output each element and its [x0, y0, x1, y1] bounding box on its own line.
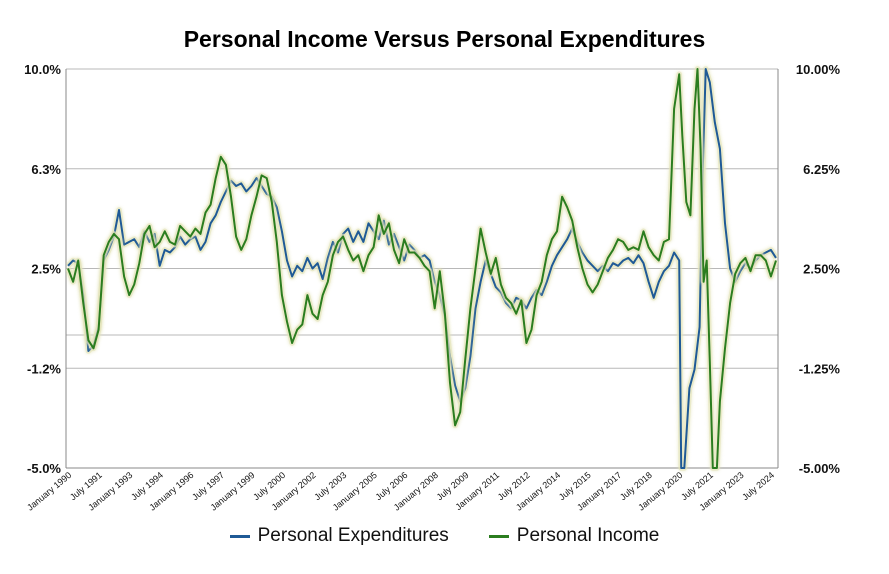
legend-label: Personal Expenditures	[257, 525, 449, 546]
legend: Personal Expenditures Personal Income	[0, 525, 889, 547]
right-axis-tick-label: 2.50%	[803, 262, 840, 277]
left-axis-tick-label: -5.0%	[27, 461, 61, 476]
left-axis-tick-label: 2.5%	[31, 262, 61, 277]
right-axis-tick-label: 6.25%	[803, 162, 840, 177]
x-axis-tick-label: January 1990	[25, 470, 73, 513]
series-line-personal-income	[67, 68, 777, 469]
series-line-personal-expenditures	[67, 68, 777, 469]
right-axis-tick-label: -5.00%	[799, 461, 841, 476]
legend-swatch	[229, 534, 250, 538]
chart-title: Personal Income Versus Personal Expendit…	[183, 26, 706, 52]
series-lines	[66, 66, 778, 471]
x-axis-tick-label: July 2024	[740, 470, 776, 502]
legend-label: Personal Income	[516, 525, 660, 546]
legend-item-personal-expenditures: Personal Expenditures	[229, 525, 449, 547]
left-axis-tick-label: 6.3%	[31, 162, 61, 177]
left-axis-tick-label: -1.2%	[27, 361, 61, 376]
legend-swatch	[488, 534, 509, 538]
right-axis-tick-label: -1.25%	[799, 361, 841, 376]
right-axis-tick-label: 10.00%	[796, 62, 841, 77]
legend-item-personal-income: Personal Income	[488, 525, 660, 547]
left-axis-tick-label: 10.0%	[24, 62, 61, 77]
